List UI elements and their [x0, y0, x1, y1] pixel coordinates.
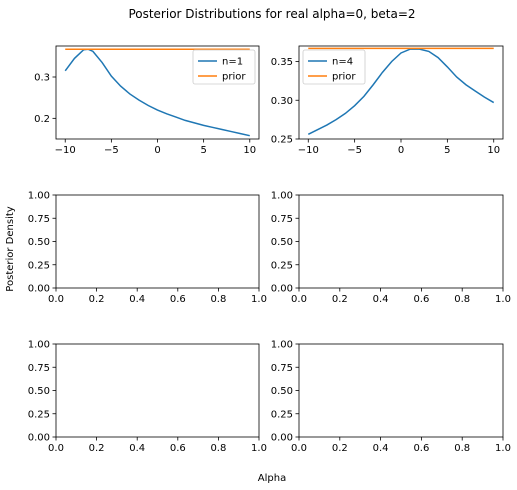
x-tick-label: 0	[154, 145, 160, 156]
x-tick-label: 1.0	[251, 294, 267, 305]
y-tick-label: 0.25	[271, 260, 293, 271]
y-tick-label: 0.25	[271, 409, 293, 420]
x-tick-label: 0.0	[291, 443, 307, 454]
y-tick-label: 0.00	[271, 433, 293, 444]
x-tick-label: −5	[347, 145, 362, 156]
x-tick-label: −10	[55, 145, 76, 156]
y-tick-label: 0.50	[28, 237, 50, 248]
legend-label: n=1	[222, 57, 243, 68]
x-tick-label: 0.8	[454, 294, 470, 305]
y-tick-label: 1.00	[28, 191, 50, 202]
y-tick-label: 0.25	[271, 135, 293, 146]
x-tick-label: 0.2	[332, 443, 348, 454]
figure-xlabel: Alpha	[258, 473, 286, 484]
x-tick-label: 0.4	[129, 294, 145, 305]
x-tick-label: 0.4	[373, 294, 389, 305]
legend-label: prior	[222, 72, 246, 83]
x-tick-label: 0.2	[89, 443, 105, 454]
x-tick-label: 0.4	[373, 443, 389, 454]
figure-ylabel: Posterior Density	[5, 206, 16, 291]
x-tick-label: 0.6	[413, 294, 429, 305]
axes-4: 0.0 0.2 0.4 0.6 0.8 1.0 0.00 0.25 0.50 0.75 1.00	[271, 191, 511, 306]
x-tick-label: 1.0	[251, 443, 267, 454]
y-tick-label: 0.2	[34, 114, 50, 125]
y-tick-label: 0.50	[271, 386, 293, 397]
x-tick-label: 0.2	[89, 294, 105, 305]
x-tick-label: 5	[444, 145, 450, 156]
y-tick-label: 0.3	[34, 73, 50, 84]
legend: n=1 prior	[192, 49, 256, 85]
series-line-n-4	[307, 48, 495, 136]
y-tick-label: 0.75	[28, 214, 50, 225]
y-tick-label: 0.50	[28, 386, 50, 397]
axes-frame	[298, 194, 504, 289]
x-tick-label: 0.0	[48, 443, 64, 454]
x-tick-label: 0.6	[413, 443, 429, 454]
x-tick-label: 0.8	[210, 443, 226, 454]
y-tick-label: 0.25	[28, 260, 50, 271]
x-tick-label: 0.8	[454, 443, 470, 454]
axes-2: −10 −5 0 5 10 0.25 0.30 0.35 n=4 prior	[271, 45, 504, 156]
x-tick-label: 0.2	[332, 294, 348, 305]
y-tick-label: 0.50	[271, 237, 293, 248]
x-tick-label: 0	[398, 145, 404, 156]
x-tick-label: 1.0	[495, 443, 511, 454]
axes-frame	[55, 343, 260, 438]
y-tick-label: 0.00	[28, 433, 50, 444]
axes-6: 0.0 0.2 0.4 0.6 0.8 1.0 0.00 0.25 0.50 0.75 1.00	[271, 340, 511, 455]
x-tick-label: 1.0	[495, 294, 511, 305]
x-tick-label: −5	[104, 145, 119, 156]
y-tick-label: 0.00	[28, 284, 50, 295]
x-tick-label: −10	[298, 145, 319, 156]
y-tick-label: 0.75	[271, 363, 293, 374]
x-tick-label: 10	[243, 145, 256, 156]
y-tick-label: 0.75	[28, 363, 50, 374]
x-tick-label: 0.6	[170, 443, 186, 454]
axes-3: 0.0 0.2 0.4 0.6 0.8 1.0 0.00 0.25 0.50 0.75 1.00	[28, 191, 267, 306]
y-tick-label: 0.25	[28, 409, 50, 420]
y-tick-label: 1.00	[271, 340, 293, 351]
x-tick-label: 0.6	[170, 294, 186, 305]
y-tick-label: 0.75	[271, 214, 293, 225]
axes-5: 0.0 0.2 0.4 0.6 0.8 1.0 0.00 0.25 0.50 0.75 1.00	[28, 340, 267, 455]
y-tick-label: 1.00	[28, 340, 50, 351]
legend-label: n=4	[332, 57, 353, 68]
y-tick-label: 0.00	[271, 284, 293, 295]
figure-title: Posterior Distributions for real alpha=0…	[128, 7, 415, 21]
x-tick-label: 5	[200, 145, 206, 156]
series-line-n-1	[64, 48, 250, 137]
x-tick-label: 0.0	[291, 294, 307, 305]
x-tick-label: 0.8	[210, 294, 226, 305]
axes-frame	[55, 194, 260, 289]
y-tick-label: 1.00	[271, 191, 293, 202]
axes-frame	[298, 343, 504, 438]
y-tick-label: 0.35	[271, 57, 293, 68]
legend: n=4 prior	[302, 49, 366, 85]
y-tick-label: 0.30	[271, 96, 293, 107]
x-tick-label: 10	[487, 145, 500, 156]
x-tick-label: 0.0	[48, 294, 64, 305]
axes-1: −10 −5 0 5 10 0.2 0.3 n=1 prior	[34, 45, 260, 156]
x-tick-label: 0.4	[129, 443, 145, 454]
legend-label: prior	[332, 72, 356, 83]
